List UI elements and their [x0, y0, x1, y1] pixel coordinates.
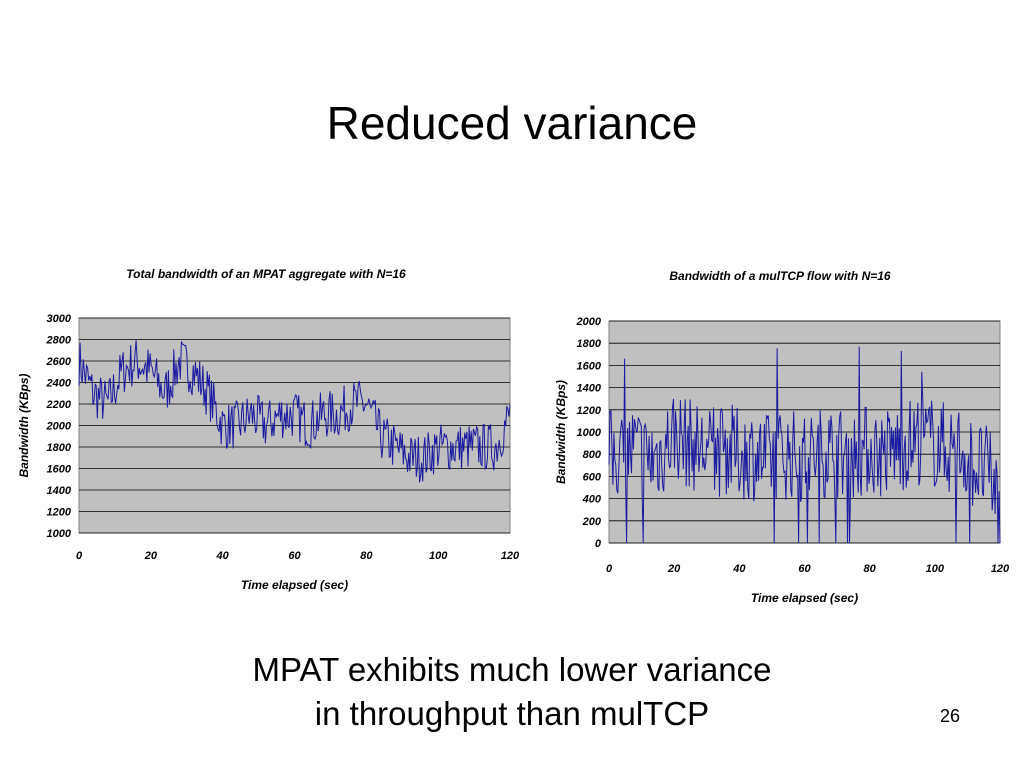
y-tick-label: 1000: [47, 528, 72, 540]
x-tick-label: 60: [798, 563, 811, 575]
x-axis-label: Time elapsed (sec): [751, 591, 858, 605]
y-tick-label: 1400: [577, 383, 602, 395]
x-tick-label: 40: [216, 550, 230, 562]
x-tick-label: 20: [667, 563, 681, 575]
x-tick-label: 40: [732, 563, 746, 575]
y-tick-label: 200: [582, 516, 602, 528]
y-tick-label: 3000: [47, 313, 72, 325]
y-tick-label: 2800: [46, 335, 72, 347]
y-tick-label: 1200: [577, 405, 602, 417]
x-tick-label: 60: [288, 550, 301, 562]
x-tick-label: 100: [926, 563, 945, 575]
y-tick-label: 0: [595, 538, 602, 550]
y-tick-label: 1200: [47, 507, 72, 519]
y-tick-label: 1400: [47, 485, 72, 497]
y-tick-label: 1600: [577, 360, 602, 372]
x-tick-label: 0: [606, 563, 613, 575]
y-axis-label: Bandwidth (KBps): [554, 380, 568, 484]
chart-title: Bandwidth of a mulTCP flow with N=16: [669, 269, 891, 283]
y-tick-label: 800: [583, 449, 602, 461]
caption-line-2: in throughput than mulTCP: [314, 695, 710, 732]
y-tick-label: 1800: [47, 442, 72, 454]
slide-title: Reduced variance: [326, 97, 698, 149]
x-tick-label: 120: [991, 563, 1010, 575]
x-tick-label: 0: [76, 550, 83, 562]
x-tick-label: 80: [864, 563, 877, 575]
y-tick-label: 1000: [577, 427, 602, 439]
page-number: 26: [939, 706, 961, 726]
y-tick-label: 1600: [47, 464, 72, 476]
multcp-chart: Bandwidth of a mulTCP flow with N=160200…: [554, 269, 1010, 605]
y-tick-label: 600: [583, 471, 602, 483]
x-axis-label: Time elapsed (sec): [241, 578, 348, 592]
y-tick-label: 2000: [46, 421, 72, 433]
y-tick-label: 400: [582, 494, 602, 506]
x-tick-label: 100: [429, 550, 448, 562]
x-tick-label: 20: [144, 550, 158, 562]
caption-line-1: MPAT exhibits much lower variance: [252, 651, 772, 688]
x-tick-label: 120: [501, 550, 520, 562]
y-tick-label: 2000: [576, 316, 602, 328]
y-tick-label: 2600: [46, 356, 72, 368]
series-line: [608, 346, 1001, 544]
y-tick-label: 2400: [46, 378, 72, 390]
chart-title: Total bandwidth of an MPAT aggregate wit…: [126, 267, 406, 281]
slide-caption: MPAT exhibits much lower variance in thr…: [0, 648, 1024, 736]
y-tick-label: 2200: [46, 399, 72, 411]
mpat-chart: Total bandwidth of an MPAT aggregate wit…: [17, 267, 520, 592]
series-line: [78, 340, 511, 483]
y-tick-label: 1800: [577, 338, 602, 350]
y-axis-label: Bandwidth (KBps): [17, 374, 31, 478]
x-tick-label: 80: [360, 550, 373, 562]
